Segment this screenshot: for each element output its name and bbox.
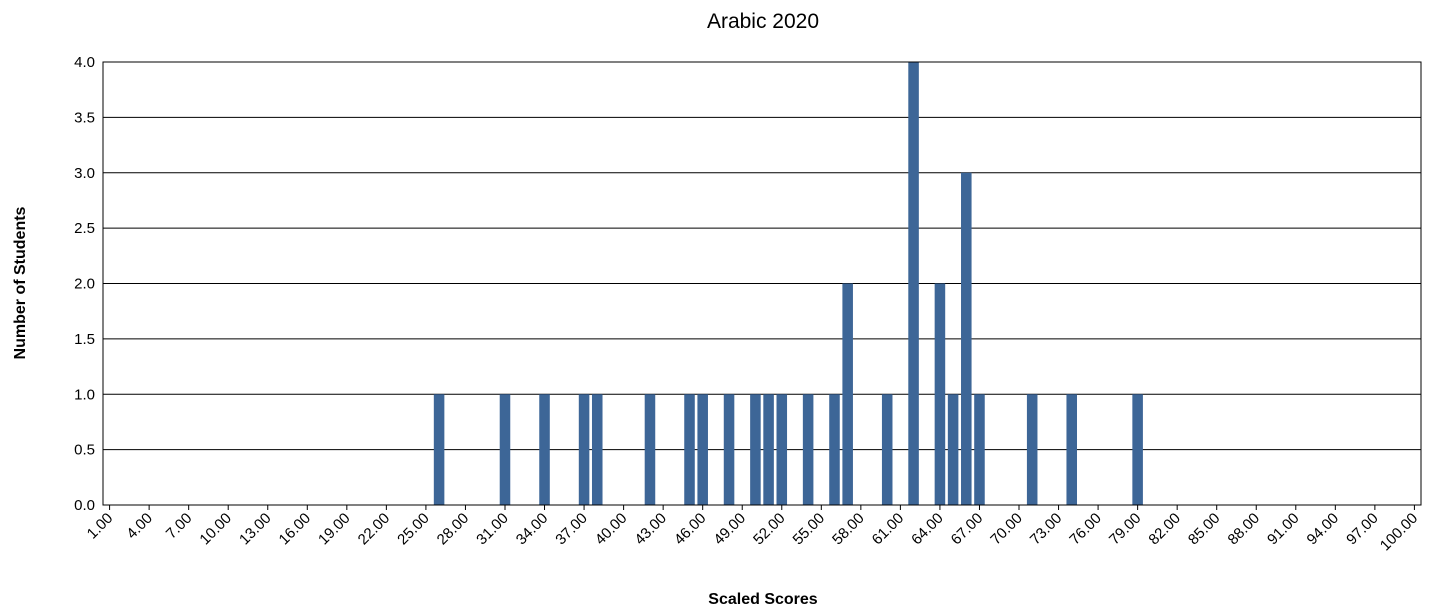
x-tick-label: 67.00 [948, 510, 987, 549]
x-tick-label: 82.00 [1145, 510, 1184, 549]
x-tick-label: 49.00 [710, 510, 749, 549]
grid-lines [103, 61, 1421, 506]
x-tick-label: 73.00 [1027, 510, 1066, 549]
x-tick-label: 79.00 [1106, 510, 1145, 549]
bars [433, 62, 1143, 505]
x-tick-label: 76.00 [1066, 510, 1105, 549]
y-tick-label: 2.5 [74, 220, 95, 237]
x-tick-label: 4.00 [123, 510, 156, 543]
x-tick-label: 13.00 [236, 510, 275, 549]
x-tick-label: 22.00 [355, 510, 394, 549]
plot-frame [102, 61, 1422, 506]
x-tick-label: 10.00 [196, 510, 235, 549]
y-tick-label: 3.5 [74, 109, 95, 126]
bar [947, 394, 959, 505]
y-axis-title: Number of Students [12, 206, 29, 359]
x-tick-label: 19.00 [315, 510, 354, 549]
y-tick-labels: 0.0 0.5 1.0 1.5 2.0 2.5 3.0 3.5 4.0 [74, 54, 95, 514]
x-tick-label: 31.00 [473, 510, 512, 549]
bar [1132, 394, 1143, 505]
x-tick-label: 28.00 [434, 510, 473, 549]
bar [750, 394, 761, 505]
bar [881, 394, 893, 505]
x-tick-label: 1.00 [84, 510, 117, 543]
bar [829, 394, 840, 505]
x-tick-label: 16.00 [276, 510, 315, 549]
bar [644, 394, 656, 505]
bar [802, 394, 814, 505]
bar [974, 394, 985, 505]
y-tick-label: 1.0 [74, 386, 95, 403]
bar [723, 394, 735, 505]
bar [842, 283, 853, 505]
bar [684, 394, 695, 505]
y-tick-label: 2.0 [74, 276, 95, 293]
bar [1066, 394, 1078, 505]
bar [908, 62, 919, 505]
y-tick-label: 3.0 [74, 165, 95, 182]
x-tick-label: 94.00 [1304, 510, 1343, 549]
x-tick-label: 46.00 [671, 510, 710, 549]
x-tick-label: 55.00 [790, 510, 829, 549]
bar [776, 394, 788, 505]
x-tick-label: 37.00 [552, 510, 591, 549]
y-tick-label: 0.5 [74, 442, 95, 459]
x-tick-label: 88.00 [1225, 510, 1264, 549]
x-tick-label: 91.00 [1264, 510, 1303, 549]
y-tick-label: 0.0 [74, 497, 95, 514]
x-tick-label: 85.00 [1185, 510, 1224, 549]
x-tick-label: 70.00 [987, 510, 1026, 549]
x-tick-label: 25.00 [394, 510, 433, 549]
y-tick-label: 1.5 [74, 331, 95, 348]
bar [697, 394, 708, 505]
x-tick-label: 61.00 [869, 510, 908, 549]
bar [539, 394, 550, 505]
bar [961, 172, 972, 505]
bar [433, 394, 445, 505]
bar [499, 394, 511, 505]
x-tick-label: 40.00 [592, 510, 631, 549]
bar [578, 394, 590, 505]
y-tick-label: 4.0 [74, 54, 95, 71]
x-tick-label: 64.00 [908, 510, 947, 549]
x-tick-label: 58.00 [829, 510, 868, 549]
x-tick-labels: 1.00 4.00 7.00 10.00 13.00 16.00 19.00 22.00 25.… [84, 505, 1421, 554]
x-axis-title: Scaled Scores [708, 591, 818, 608]
bar [934, 283, 946, 505]
chart-title: Arabic 2020 [707, 10, 819, 33]
x-tick-label: 34.00 [513, 510, 552, 549]
x-tick-label: 43.00 [631, 510, 670, 549]
x-tick-label: 52.00 [750, 510, 789, 549]
bar [1026, 394, 1038, 505]
bar [763, 394, 774, 505]
bar [591, 394, 603, 505]
x-tick-label: 7.00 [163, 510, 196, 543]
x-tick-label: 100.00 [1377, 510, 1421, 554]
